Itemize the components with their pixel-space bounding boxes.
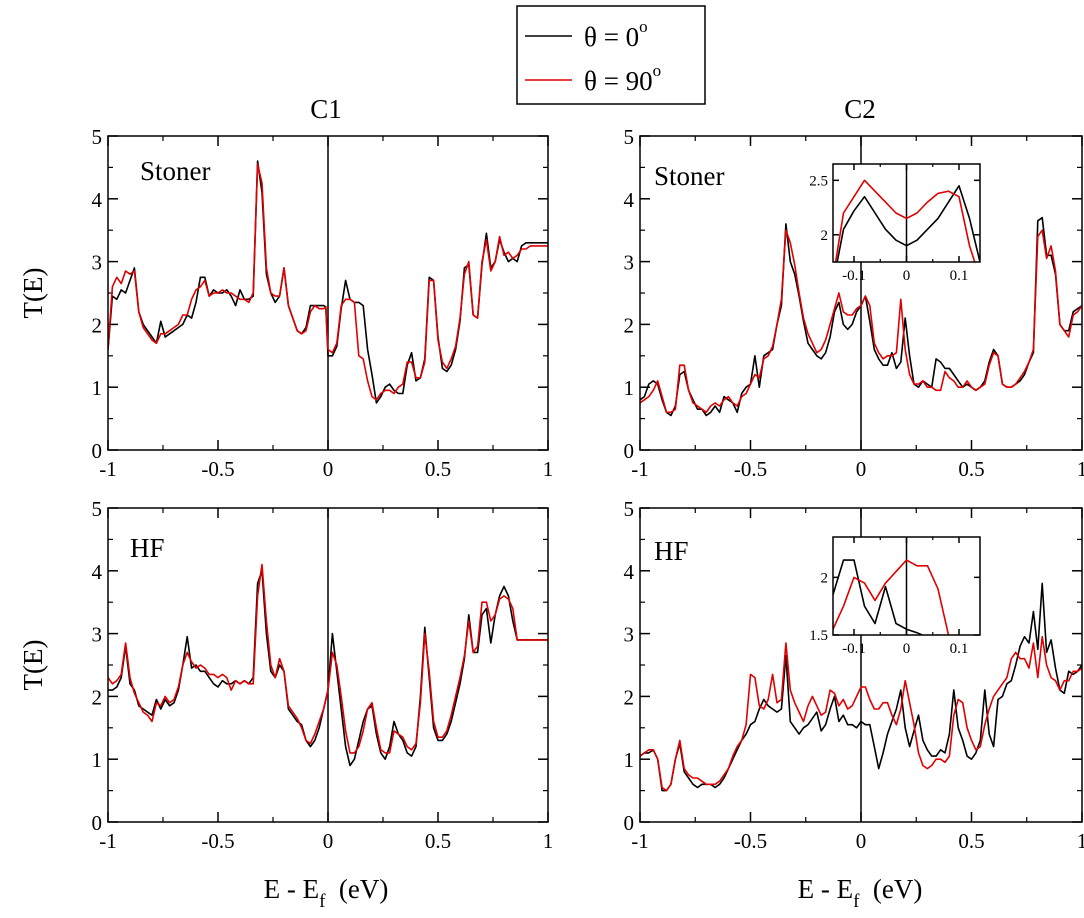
inset-plot: -0.1 0 0.1 1.5 2 [809, 536, 981, 657]
x-tick-label: 0 [323, 829, 334, 853]
y-tick-label: 1 [624, 376, 635, 400]
y-tick-label: 5 [92, 497, 103, 521]
y-tick-label: 2 [821, 570, 829, 586]
y-tick-label: 0 [92, 439, 103, 463]
series-line-theta-90 [640, 229, 1082, 414]
x-tick-label: 1 [543, 829, 554, 853]
x-tick-label: -0.5 [734, 829, 767, 853]
y-tick-label: 2 [624, 685, 635, 709]
x-tick-label: 0.5 [958, 457, 984, 481]
x-tick-label: -0.5 [201, 829, 234, 853]
y-tick-label: 0 [624, 811, 635, 835]
x-tick-label: 0.1 [950, 268, 969, 284]
x-tick-label: -1 [631, 829, 649, 853]
x-tick-label: 1 [1077, 457, 1084, 481]
panel-annotation: Stoner [654, 161, 725, 191]
x-tick-label: 0 [856, 829, 867, 853]
x-tick-label: -1 [631, 457, 649, 481]
y-tick-label: 2 [92, 685, 103, 709]
y-tick-label: 1 [92, 748, 103, 772]
x-tick-label: 0.5 [958, 829, 984, 853]
y-tick-label: 5 [624, 125, 635, 149]
legend-entry-1: θ = 90o [584, 61, 661, 96]
x-tick-label: 0 [903, 268, 911, 284]
y-tick-label: 2 [624, 313, 635, 337]
x-axis-title-c1: E - Ef (eV) [264, 874, 389, 912]
series-line-theta-0 [836, 185, 980, 262]
y-tick-label: 0 [92, 811, 103, 835]
panel-annotation: HF [654, 536, 689, 566]
panel-c2-hf: -1 -0.5 0 0.5 1 0 1 2 3 4 5 HF -0.1 0 0.1 1.5 2 [624, 497, 1084, 853]
x-axis-title-c2: E - Ef (eV) [798, 874, 923, 912]
x-tick-label: 0 [903, 641, 911, 657]
y-tick-label: 5 [92, 125, 103, 149]
y-axis-title-top: T(E) [18, 268, 48, 319]
inset-plot: -0.1 0 0.1 2 2.5 [809, 163, 981, 284]
plot-frame [107, 135, 549, 451]
series-line-theta-90 [108, 163, 548, 401]
x-tick-label: 0 [323, 457, 334, 481]
panel-annotation: HF [130, 533, 165, 563]
y-tick-label: 3 [624, 623, 635, 647]
x-tick-label: 1 [543, 457, 554, 481]
y-tick-label: 1.5 [809, 628, 828, 644]
panel-c1-hf: -1 -0.5 0 0.5 1 0 1 2 3 4 5 HF [92, 497, 554, 853]
plot-frame [107, 507, 549, 823]
column-title-c1: C1 [310, 94, 342, 124]
y-tick-label: 4 [92, 560, 103, 584]
y-tick-label: 4 [624, 560, 635, 584]
y-tick-label: 4 [92, 188, 103, 212]
x-tick-label: -0.5 [201, 457, 234, 481]
x-tick-label: 0.5 [425, 457, 451, 481]
column-title-c2: C2 [844, 94, 876, 124]
x-tick-label: 0 [856, 457, 867, 481]
series-line-theta-90 [640, 635, 1082, 792]
y-tick-label: 2.5 [809, 173, 828, 189]
x-tick-label: 0.5 [425, 829, 451, 853]
plot-frame [639, 507, 1083, 823]
inset-frame [832, 163, 981, 263]
inset-frame [832, 536, 981, 636]
x-tick-label: -0.5 [734, 457, 767, 481]
y-tick-label: 2 [92, 313, 103, 337]
y-tick-label: 1 [92, 376, 103, 400]
series-line-theta-90 [833, 559, 951, 635]
y-axis-title-bottom: T(E) [18, 640, 48, 691]
series-line-theta-0 [640, 582, 1082, 792]
legend: θ = 0o θ = 90o [516, 5, 706, 105]
legend-entry-0: θ = 0o [584, 17, 648, 52]
series-line-theta-90 [108, 563, 548, 754]
x-tick-label: 1 [1077, 829, 1084, 853]
panel-c2-stoner: -1 -0.5 0 0.5 1 0 1 2 3 4 5 Stoner -0.1 0 0.1 2 2.5 [624, 125, 1084, 481]
panel-c1-stoner: -1 -0.5 0 0.5 1 0 1 2 3 4 5 Stoner [92, 125, 554, 481]
y-tick-label: 3 [92, 623, 103, 647]
legend-box [516, 5, 706, 105]
series-line-theta-90 [834, 179, 976, 262]
y-tick-label: 4 [624, 188, 635, 212]
x-tick-label: -0.1 [842, 268, 866, 284]
x-tick-label: -1 [99, 457, 117, 481]
x-tick-label: -0.1 [842, 641, 866, 657]
y-tick-label: 1 [624, 748, 635, 772]
y-tick-label: 3 [624, 251, 635, 275]
x-tick-label: -1 [99, 829, 117, 853]
y-tick-label: 0 [624, 439, 635, 463]
y-tick-label: 5 [624, 497, 635, 521]
x-tick-label: 0.1 [950, 641, 969, 657]
y-tick-label: 2 [821, 228, 829, 244]
series-line-theta-0 [833, 559, 940, 635]
y-tick-label: 3 [92, 251, 103, 275]
plot-frame [639, 135, 1083, 451]
panel-annotation: Stoner [140, 156, 211, 186]
